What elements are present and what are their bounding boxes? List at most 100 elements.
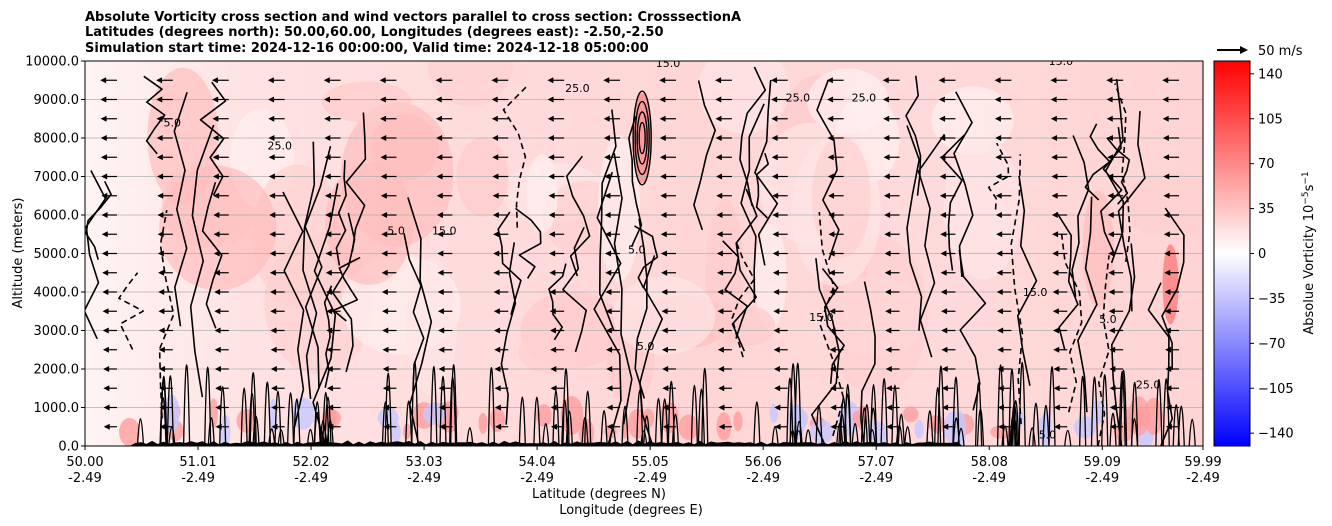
wind-vector-head [716, 250, 723, 257]
vorticity-low-patch [852, 410, 861, 427]
wind-vector-head [939, 135, 946, 141]
contour-line-low [753, 401, 761, 446]
wind-vector-head [829, 327, 836, 334]
contour-line [1071, 135, 1090, 298]
contour-line [740, 103, 765, 303]
vector-key: 50 m/s [1217, 44, 1303, 59]
wind-vector-head [326, 308, 333, 315]
contour-line [739, 66, 767, 207]
wind-vector-head [381, 231, 388, 238]
vector-key-label: 50 m/s [1258, 44, 1303, 59]
vorticity-patch [159, 166, 277, 291]
wind-vector-head [549, 269, 556, 276]
wind-vector-head [941, 308, 948, 315]
wind-vector-head [382, 385, 389, 392]
wind-vector-head [662, 404, 669, 411]
contour-ring [632, 90, 652, 186]
wind-vector-head [549, 250, 556, 257]
contour-line [345, 112, 367, 252]
contour-line [118, 272, 144, 350]
wind-vector-head [884, 269, 891, 276]
wind-vector-head [717, 327, 724, 334]
wind-vector-head [268, 96, 275, 103]
wind-vector-head [941, 366, 948, 372]
wind-vector-head [326, 366, 333, 372]
wind-vector-head [270, 366, 277, 372]
contour-line-low [240, 387, 248, 446]
colorbar-tick-label: 105 [1258, 112, 1283, 127]
vorticity-patch [943, 137, 1023, 280]
wind-vector-head [270, 346, 277, 353]
contour-line-low [562, 368, 570, 446]
wind-vector-head [1106, 135, 1113, 141]
contour-line [599, 109, 617, 331]
contour-line [1111, 243, 1136, 446]
wind-vector-head [271, 404, 278, 411]
vorticity-low-patch [489, 406, 506, 433]
wind-vector-head [268, 154, 275, 161]
wind-vector-head [381, 212, 388, 218]
wind-vector-head [382, 346, 389, 353]
contour-line-low [1028, 427, 1036, 446]
wind-vector-head [996, 308, 1003, 315]
wind-vector-head [606, 423, 613, 430]
wind-vector-head [268, 173, 275, 180]
wind-vector-head [547, 135, 554, 141]
wind-vector-head [661, 327, 668, 334]
wind-vector-head [885, 366, 892, 372]
contour-line-low [636, 389, 644, 446]
wind-vector-head [603, 135, 610, 141]
wind-vector-head [883, 115, 890, 122]
wind-vector-head [491, 115, 498, 122]
wind-vector-head [436, 135, 443, 141]
wind-vector-head [828, 250, 835, 257]
wind-vector-head [1050, 115, 1057, 122]
contour-line-low [326, 419, 334, 446]
vorticity-patch [321, 81, 412, 123]
wind-vector-head [550, 346, 557, 353]
x-tick-label-lat: 53.03 [405, 455, 442, 470]
wind-vector-head [100, 154, 107, 161]
contour-labels: 15.0 25.0 25.0 25.0 15.0 15.0 5.0 5.0 15.0 5.0 5.0… [164, 61, 1161, 441]
wind-vector-head [493, 308, 500, 315]
contour-line-low [897, 413, 905, 446]
vorticity-patch [325, 162, 414, 285]
wind-vector-head [605, 250, 612, 257]
colorbar-tick-label: 70 [1258, 157, 1275, 172]
wind-vector-head [380, 154, 387, 161]
wind-vector-head [662, 366, 669, 372]
wind-vector-head [380, 173, 387, 180]
contour-line-low [1018, 361, 1026, 446]
x-tick-label-lon: -2.49 [294, 471, 328, 486]
contour-line-low [1101, 374, 1109, 446]
wind-vector-head [547, 115, 554, 122]
wind-vector-head [885, 346, 892, 353]
contour-line-low [1001, 425, 1009, 446]
contour-line-low [786, 377, 794, 446]
wind-vector-head [103, 423, 110, 430]
wind-vector-head [325, 212, 332, 218]
wind-vector-head [606, 366, 613, 372]
terrain [85, 440, 1203, 446]
wind-vector-head [547, 77, 554, 84]
contour-line [693, 80, 716, 231]
wind-vector-head [380, 115, 387, 122]
vorticity-patch [428, 61, 513, 107]
wind-vector-head [604, 212, 611, 218]
contour-line-low [207, 417, 215, 446]
wind-vector-head [997, 327, 1004, 334]
contour-line-low [869, 384, 878, 446]
contour-line-low [600, 409, 608, 446]
wind-vector-head [941, 346, 948, 353]
vector-key-arrowhead [1240, 46, 1248, 54]
contour-line-low [836, 422, 844, 446]
contour-line-low [533, 396, 541, 446]
contour-line [282, 191, 305, 429]
vorticity-patch [1123, 171, 1203, 239]
wind-vector-head [882, 96, 889, 103]
wind-vector-head [271, 423, 278, 430]
wind-vector-head [435, 96, 442, 103]
wind-vector-head [1107, 212, 1114, 218]
wind-vector-head [996, 250, 1003, 257]
wind-vector-head [603, 115, 610, 122]
